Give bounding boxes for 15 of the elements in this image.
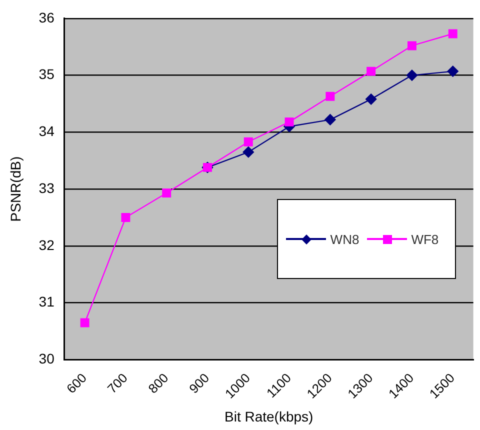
x-tick-label: 700 — [104, 370, 130, 396]
legend-label: WF8 — [411, 232, 439, 247]
x-tick-label: 800 — [145, 370, 172, 396]
x-tick-label: 600 — [64, 370, 90, 396]
x-tick-label: 900 — [186, 370, 212, 396]
y-tick-label: 30 — [38, 350, 55, 367]
y-tick-label: 31 — [38, 294, 55, 310]
y-tick-label: 36 — [38, 9, 55, 26]
y-tick-label: 32 — [38, 236, 55, 253]
legend-label: WN8 — [330, 232, 360, 247]
y-tick-label: 33 — [38, 180, 55, 196]
y-tick-label: 34 — [38, 123, 55, 140]
y-tick-label: 35 — [38, 66, 55, 82]
y-axis-title: PSNR(dB) — [7, 156, 24, 222]
x-axis-title: Bit Rate(kbps) — [224, 408, 314, 424]
